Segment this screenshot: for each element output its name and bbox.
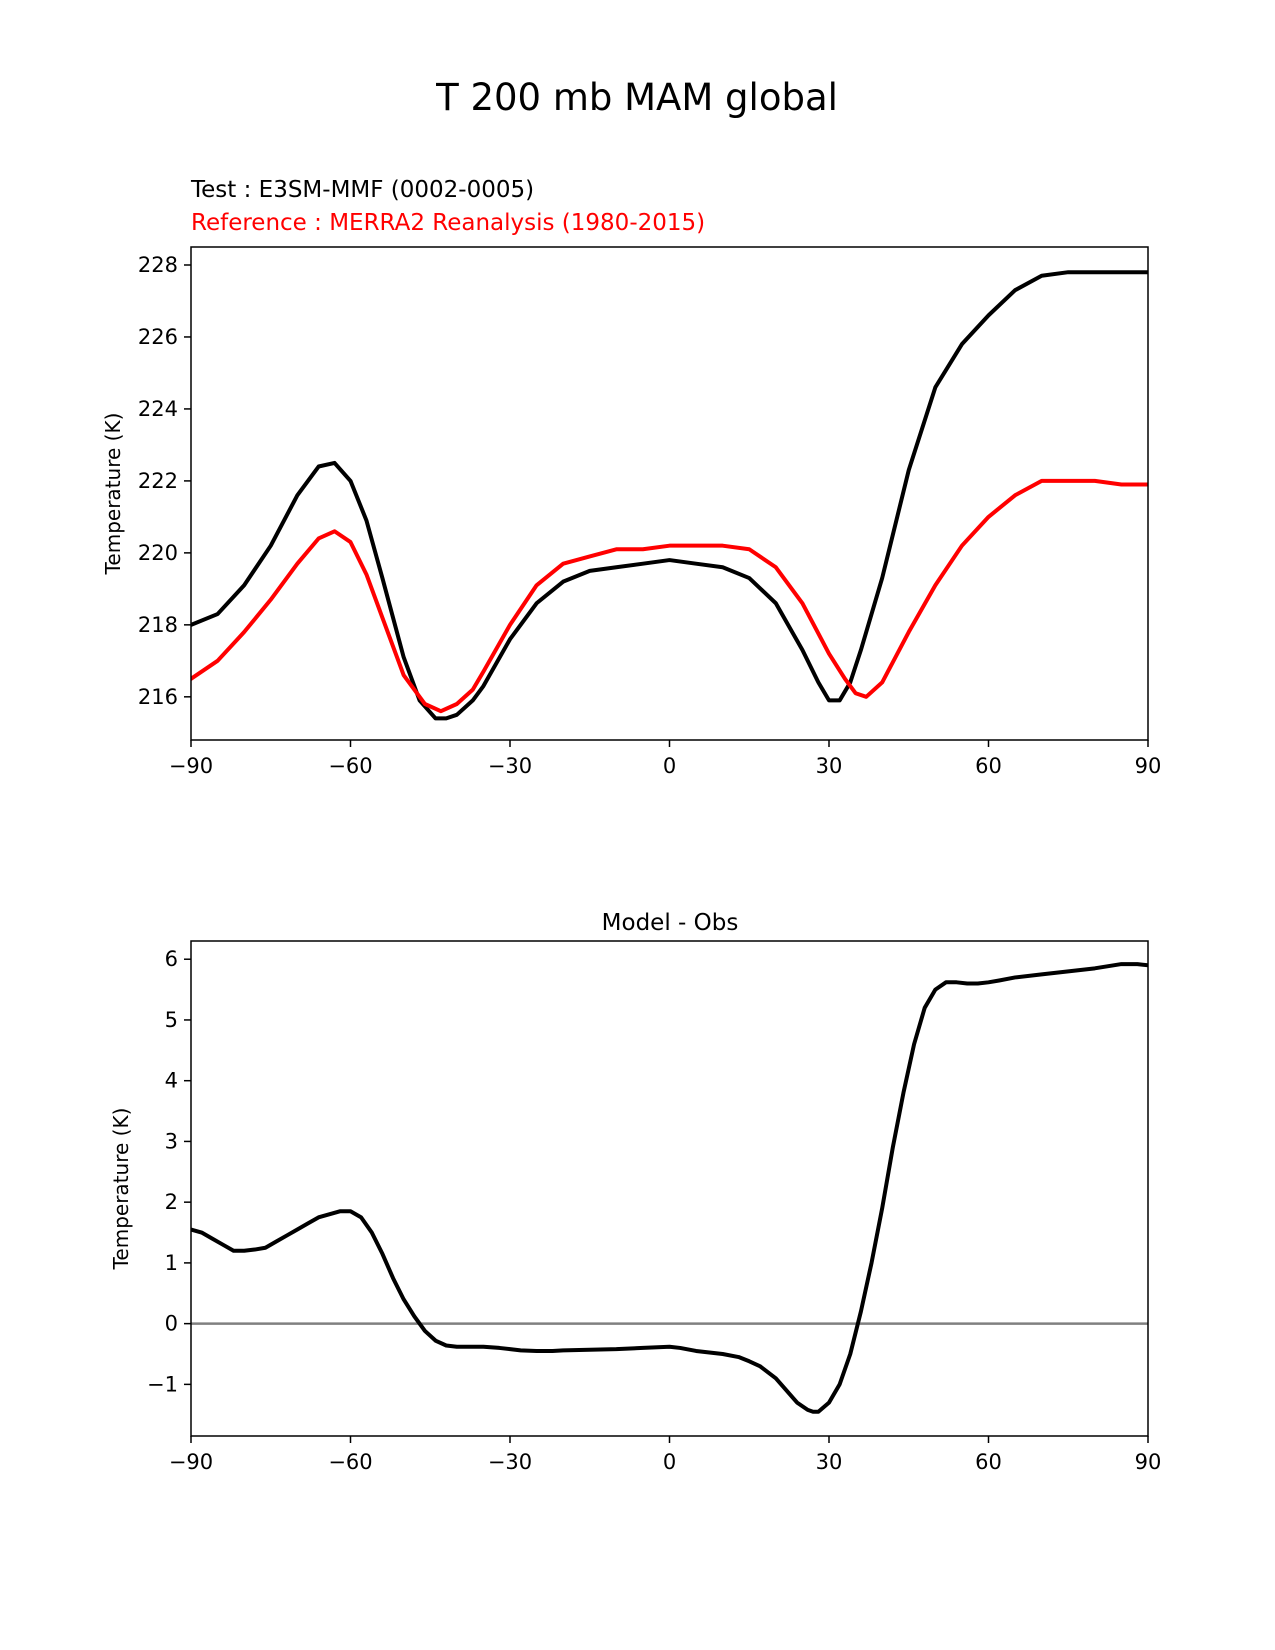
bottom-x-tick-label: 30 <box>816 1450 843 1474</box>
legend-test-label: Test : E3SM-MMF (0002-0005) <box>190 177 534 203</box>
figure-title: T 200 mb MAM global <box>435 76 838 119</box>
bottom-y-tick-label: −1 <box>147 1372 178 1396</box>
top-x-tick-label: 90 <box>1135 754 1162 778</box>
bottom-x-tick-label: 0 <box>663 1450 676 1474</box>
legend-reference-label: Reference : MERRA2 Reanalysis (1980-2015… <box>191 210 705 236</box>
top-y-tick-label: 226 <box>138 325 178 349</box>
bottom-panel-title: Model - Obs <box>602 910 739 936</box>
bottom-y-tick-label: 0 <box>165 1312 178 1336</box>
top-y-tick-label: 228 <box>138 253 178 277</box>
bottom-y-tick-label: 2 <box>165 1190 178 1214</box>
top-x-tick-label: −60 <box>328 754 372 778</box>
bottom-series-line-0 <box>191 962 1148 1414</box>
bottom-x-tick-label: −60 <box>328 1450 372 1474</box>
top-x-tick-label: 60 <box>975 754 1002 778</box>
bottom-y-axis-label: Temperature (K) <box>109 1108 133 1271</box>
top-y-tick-label: 220 <box>138 541 178 565</box>
top-series-line-0 <box>191 270 1148 721</box>
bottom-axes-frame <box>190 940 1149 1437</box>
bottom-panel: Model - Obs −90 −60 −30 0 30 60 90 −1 0 1 2 3 4 5 6 Tem… <box>109 910 1161 1474</box>
bottom-x-tick-label: −30 <box>488 1450 532 1474</box>
top-panel: Test : E3SM-MMF (0002-0005) Reference : … <box>101 177 1161 778</box>
bottom-x-tick-label: 90 <box>1135 1450 1162 1474</box>
top-series-line-1 <box>191 478 1148 714</box>
bottom-y-tick-label: 3 <box>165 1129 178 1153</box>
top-y-tick-label: 216 <box>138 685 178 709</box>
top-axes-frame <box>190 246 1149 741</box>
top-y-axis-label: Temperature (K) <box>101 413 125 576</box>
bottom-y-tick-label: 6 <box>165 947 178 971</box>
bottom-plot-area: −90 −60 −30 0 30 60 90 −1 0 1 2 3 4 5 6 Temperature (K) <box>109 940 1162 1474</box>
top-x-tick-label: 0 <box>663 754 676 778</box>
bottom-y-tick-label: 5 <box>165 1008 178 1032</box>
top-y-tick-label: 222 <box>138 469 178 493</box>
top-x-tick-label: −90 <box>169 754 213 778</box>
bottom-y-tick-label: 1 <box>165 1251 178 1275</box>
top-x-tick-label: 30 <box>816 754 843 778</box>
bottom-x-tick-label: −90 <box>169 1450 213 1474</box>
top-y-tick-label: 224 <box>138 397 178 421</box>
bottom-x-tick-label: 60 <box>975 1450 1002 1474</box>
top-x-tick-label: −30 <box>488 754 532 778</box>
top-plot-area: −90 −60 −30 0 30 60 90 216 218 220 222 224 226 228 Tem… <box>101 246 1162 778</box>
top-y-tick-label: 218 <box>138 613 178 637</box>
bottom-y-tick-label: 4 <box>165 1069 178 1093</box>
